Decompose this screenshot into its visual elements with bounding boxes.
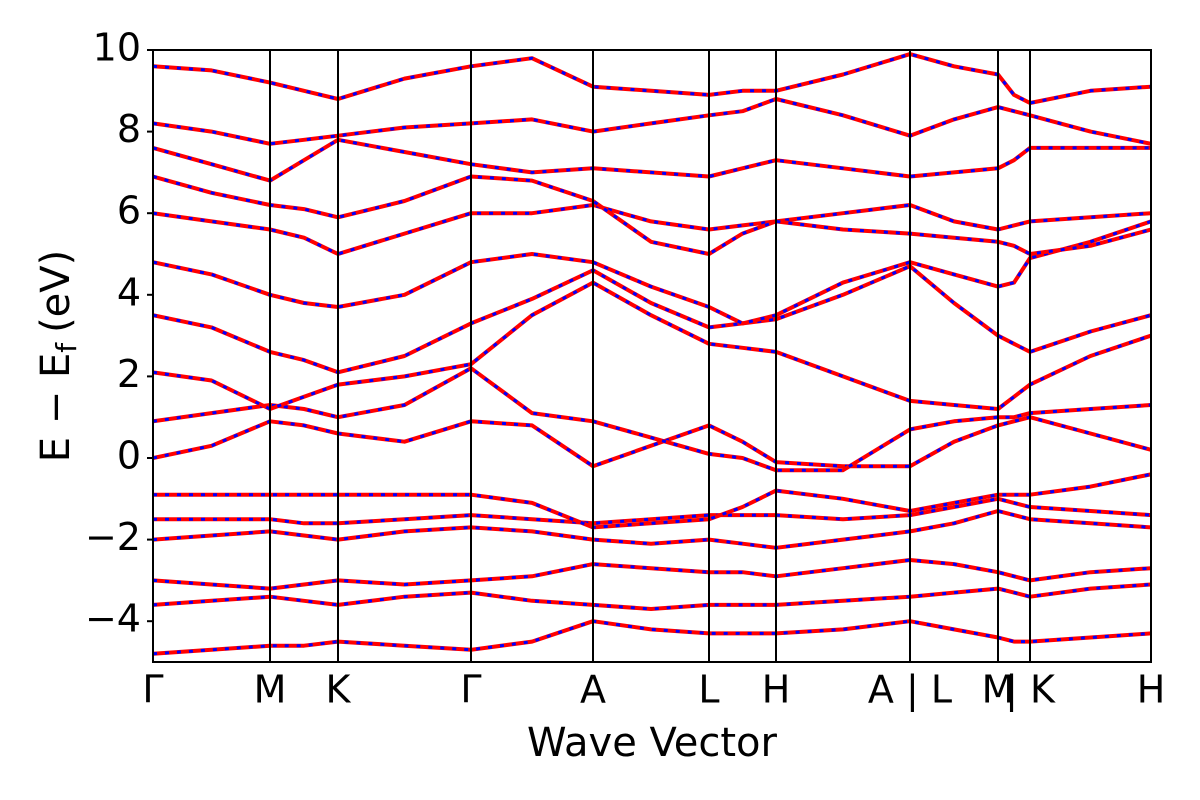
y-label-sub: f	[50, 342, 83, 353]
y-axis-label: E − Ef (eV)	[33, 250, 83, 463]
band-line	[153, 366, 1151, 473]
band-line	[153, 509, 1151, 550]
y-tick-label: 6	[117, 189, 141, 233]
y-tick-label: −4	[85, 597, 141, 641]
x-tick-label: A | L	[868, 668, 952, 713]
plot-area	[153, 52, 1151, 656]
x-tick-label: Γ	[460, 668, 481, 712]
band-line	[153, 137, 1151, 183]
y-tick-label: 4	[117, 270, 141, 314]
x-tick-label: M	[982, 668, 1015, 712]
x-tick-label: L	[698, 668, 719, 712]
band-dash	[153, 415, 1151, 468]
band-line	[153, 174, 1151, 256]
band-dash	[153, 619, 1151, 656]
band-line	[153, 97, 1151, 146]
plot-frame	[152, 49, 1152, 663]
x-tick-label: M	[254, 668, 287, 712]
band-dash	[153, 203, 1151, 256]
x-tick-label: H	[762, 668, 791, 712]
band-line	[153, 582, 1151, 611]
x-tick-label: H	[1137, 668, 1166, 712]
y-label-main: E − E	[33, 353, 79, 463]
y-tick-label: −2	[85, 515, 141, 559]
y-tick-label: 2	[117, 352, 141, 396]
band-dash	[153, 138, 1151, 183]
x-tick-label: | K	[1005, 668, 1056, 713]
band-line	[153, 203, 1151, 256]
y-label-unit: (eV)	[33, 250, 79, 333]
y-tick-label: 8	[117, 107, 141, 151]
band-dash	[153, 264, 1151, 374]
x-tick-label: Γ	[142, 668, 163, 712]
x-tick-label: A	[580, 668, 606, 712]
band-line	[153, 264, 1151, 375]
band-dash	[153, 219, 1151, 325]
y-tick-label: 10	[93, 26, 141, 70]
x-axis-label: Wave Vector	[527, 720, 778, 766]
x-tick-label: K	[326, 668, 352, 712]
y-tick-label: 0	[117, 434, 141, 478]
band-line	[153, 52, 1151, 105]
